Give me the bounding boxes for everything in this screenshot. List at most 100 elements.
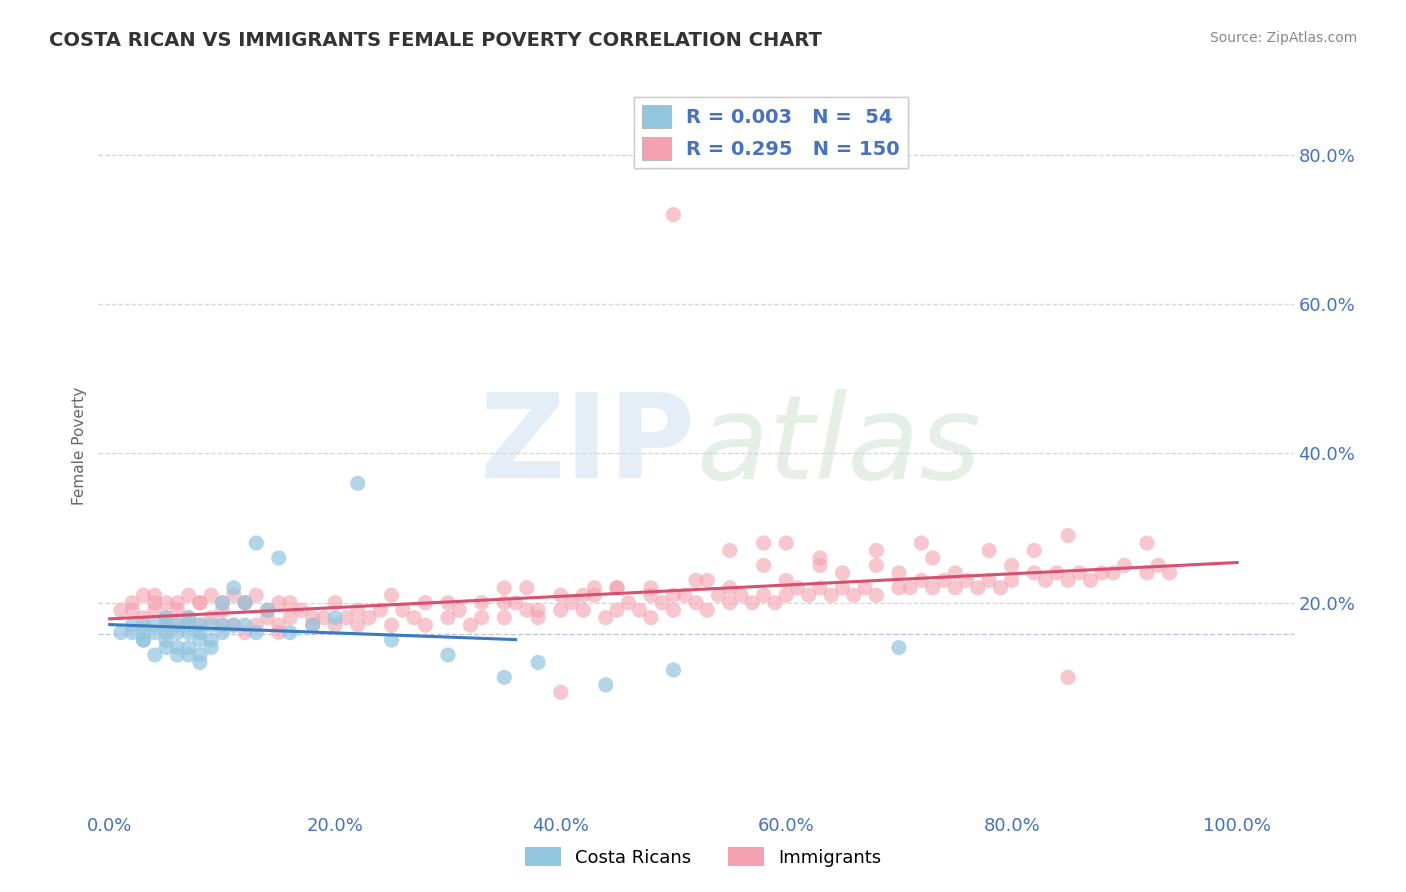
Point — [233, 596, 256, 610]
Point — [662, 588, 685, 602]
Point — [245, 618, 267, 632]
Point — [651, 596, 673, 610]
Point — [966, 581, 988, 595]
Point — [245, 625, 267, 640]
Point — [718, 596, 741, 610]
Point — [256, 603, 278, 617]
Point — [786, 581, 808, 595]
Point — [143, 596, 166, 610]
Point — [460, 618, 482, 632]
Point — [155, 610, 177, 624]
Point — [323, 596, 346, 610]
Point — [256, 603, 278, 617]
Point — [898, 581, 921, 595]
Legend: Costa Ricans, Immigrants: Costa Ricans, Immigrants — [517, 840, 889, 874]
Point — [1046, 566, 1069, 580]
Point — [188, 633, 211, 648]
Point — [1136, 536, 1159, 550]
Point — [696, 574, 718, 588]
Text: COSTA RICAN VS IMMIGRANTS FEMALE POVERTY CORRELATION CHART: COSTA RICAN VS IMMIGRANTS FEMALE POVERTY… — [49, 31, 823, 50]
Point — [505, 596, 527, 610]
Point — [166, 603, 188, 617]
Point — [155, 618, 177, 632]
Point — [583, 581, 606, 595]
Point — [449, 603, 471, 617]
Point — [1024, 543, 1046, 558]
Point — [910, 574, 932, 588]
Point — [200, 610, 222, 624]
Point — [471, 610, 494, 624]
Point — [808, 558, 831, 573]
Point — [808, 551, 831, 566]
Point — [177, 610, 200, 624]
Point — [357, 610, 380, 624]
Point — [943, 581, 966, 595]
Point — [932, 574, 955, 588]
Point — [392, 603, 415, 617]
Point — [752, 588, 775, 602]
Point — [865, 543, 887, 558]
Point — [595, 678, 617, 692]
Point — [1114, 558, 1136, 573]
Point — [121, 603, 143, 617]
Point — [752, 558, 775, 573]
Point — [211, 625, 233, 640]
Point — [763, 596, 786, 610]
Point — [278, 596, 301, 610]
Point — [1001, 558, 1024, 573]
Point — [662, 208, 685, 222]
Point — [132, 625, 155, 640]
Point — [233, 618, 256, 632]
Point — [380, 618, 402, 632]
Point — [222, 588, 245, 602]
Point — [121, 625, 143, 640]
Point — [1057, 574, 1080, 588]
Point — [741, 596, 763, 610]
Legend: R = 0.003   N =  54, R = 0.295   N = 150: R = 0.003 N = 54, R = 0.295 N = 150 — [634, 97, 908, 168]
Point — [527, 610, 550, 624]
Point — [842, 588, 865, 602]
Text: ZIP: ZIP — [479, 389, 696, 503]
Y-axis label: Female Poverty: Female Poverty — [72, 387, 87, 505]
Point — [233, 596, 256, 610]
Point — [865, 588, 887, 602]
Point — [200, 588, 222, 602]
Point — [887, 640, 910, 655]
Point — [820, 588, 842, 602]
Point — [245, 536, 267, 550]
Point — [267, 618, 290, 632]
Point — [1024, 566, 1046, 580]
Point — [1069, 566, 1091, 580]
Point — [200, 633, 222, 648]
Point — [132, 633, 155, 648]
Point — [323, 618, 346, 632]
Point — [312, 610, 335, 624]
Point — [155, 640, 177, 655]
Point — [685, 574, 707, 588]
Point — [166, 618, 188, 632]
Point — [685, 596, 707, 610]
Point — [550, 685, 572, 699]
Point — [166, 618, 188, 632]
Point — [977, 574, 1000, 588]
Point — [380, 633, 402, 648]
Point — [718, 543, 741, 558]
Point — [155, 596, 177, 610]
Point — [132, 618, 155, 632]
Point — [673, 588, 696, 602]
Point — [730, 588, 752, 602]
Point — [267, 596, 290, 610]
Point — [132, 610, 155, 624]
Point — [166, 640, 188, 655]
Point — [188, 625, 211, 640]
Point — [211, 596, 233, 610]
Point — [718, 581, 741, 595]
Point — [143, 603, 166, 617]
Point — [606, 581, 628, 595]
Point — [550, 603, 572, 617]
Point — [887, 581, 910, 595]
Point — [166, 596, 188, 610]
Point — [323, 610, 346, 624]
Point — [267, 551, 290, 566]
Point — [494, 670, 516, 684]
